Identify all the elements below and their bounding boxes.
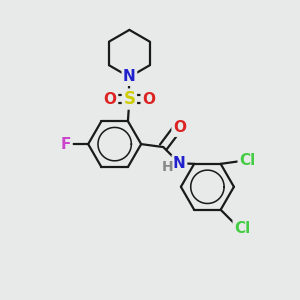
Text: S: S xyxy=(123,90,135,108)
Text: H: H xyxy=(161,160,173,174)
Text: N: N xyxy=(123,70,136,85)
Text: O: O xyxy=(104,92,117,106)
Text: O: O xyxy=(173,120,186,135)
Text: O: O xyxy=(142,92,155,106)
Text: Cl: Cl xyxy=(234,221,250,236)
Text: F: F xyxy=(61,136,71,152)
Text: Cl: Cl xyxy=(239,153,255,168)
Text: N: N xyxy=(173,156,186,171)
